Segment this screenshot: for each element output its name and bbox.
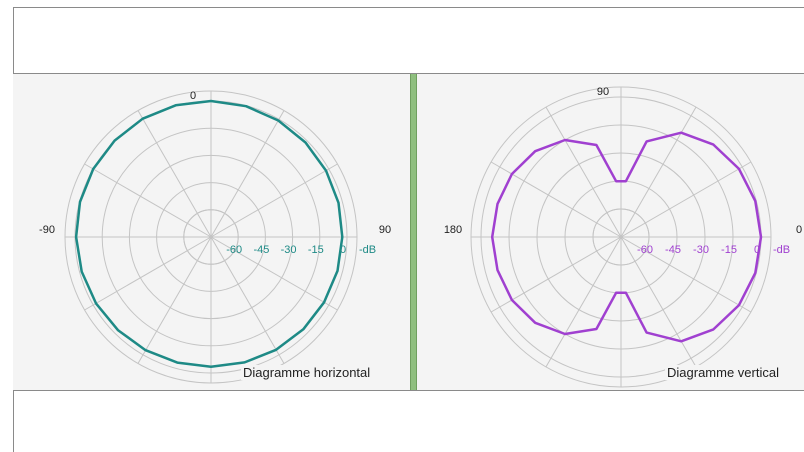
chart1-angle-label-right: 0: [796, 224, 802, 236]
chart0-radial-tick-label: -45: [253, 244, 269, 256]
chart0-angle-label-right: 90: [379, 224, 391, 236]
chart1-radial-tick-label: -45: [665, 244, 681, 256]
horizontal-diagram-panel: -60-45-30-150-dB0-9090180 Diagramme hori…: [14, 74, 410, 390]
chart0-spoke-330: [137, 110, 212, 238]
chart1-angle-label-left: 180: [444, 224, 462, 236]
chart1-radial-tick-label: -15: [721, 244, 737, 256]
chart1-spoke-120: [620, 236, 752, 313]
chart1-spoke-30: [620, 106, 697, 238]
chart1-spoke-150: [620, 236, 697, 368]
chart0-series-0-curve: [74, 99, 344, 368]
chart1-radial-unit: -dB: [773, 244, 790, 256]
chart1-radial-tick-label: -60: [637, 244, 653, 256]
chart0-radial-unit: -dB: [359, 244, 376, 256]
chart0-spoke-210: [137, 236, 212, 364]
chart1-spoke-60: [620, 161, 752, 238]
chart0-spoke-300: [84, 163, 212, 238]
chart0-spoke-30: [210, 110, 285, 238]
chart0-radial-tick-label: 0: [340, 244, 346, 256]
chart1-spoke-300: [490, 161, 622, 238]
chart0-spoke-120: [210, 236, 338, 311]
horizontal-diagram-caption: Diagramme horizontal: [241, 365, 373, 380]
chart0-spoke-60: [210, 163, 338, 238]
chart0-radial-tick-label: -15: [308, 244, 324, 256]
chart0-spoke-240: [84, 236, 212, 311]
vertical-diagram-caption: Diagramme vertical: [665, 365, 781, 380]
chart1-series-0-curve: [490, 131, 763, 343]
horizontal-polar-chart: -60-45-30-150-dB0-9090180: [39, 90, 391, 384]
chart0-radial-tick-label: -30: [281, 244, 297, 256]
chart1-spoke-330: [545, 106, 622, 238]
chart1-spoke-210: [545, 236, 622, 368]
chart0-spoke-150: [210, 236, 285, 364]
chart0-angle-label-left: -90: [39, 224, 55, 236]
chart1-radial-tick-label: -30: [693, 244, 709, 256]
chart1-spoke-240: [490, 236, 622, 313]
chart0-angle-label-top: 0: [190, 90, 196, 102]
panel-splitter[interactable]: [410, 74, 417, 390]
chart0-radial-tick-label: -60: [226, 244, 242, 256]
chart1-radial-tick-label: 0: [754, 244, 760, 256]
chart1-angle-label-top: 90: [597, 86, 609, 98]
